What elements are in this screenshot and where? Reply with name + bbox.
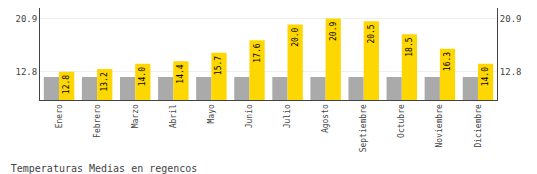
- svg-text:12.8: 12.8: [16, 67, 38, 77]
- svg-text:12.8: 12.8: [62, 75, 71, 94]
- svg-text:Marzo: Marzo: [131, 104, 140, 128]
- svg-text:14.0: 14.0: [138, 67, 147, 86]
- svg-text:Diciembre: Diciembre: [474, 104, 483, 148]
- svg-text:Agosto: Agosto: [321, 104, 330, 133]
- svg-text:Temperaturas Medias en regenco: Temperaturas Medias en regencos: [11, 163, 198, 174]
- svg-text:20.9: 20.9: [500, 14, 522, 24]
- svg-text:15.7: 15.7: [214, 56, 223, 75]
- svg-text:20.9: 20.9: [329, 22, 338, 41]
- svg-text:12.8: 12.8: [500, 67, 522, 77]
- svg-text:Mayo: Mayo: [207, 104, 216, 123]
- svg-text:Febrero: Febrero: [93, 104, 102, 138]
- svg-text:Noviembre: Noviembre: [435, 104, 444, 148]
- svg-text:Junio: Junio: [245, 104, 254, 128]
- svg-text:14.4: 14.4: [176, 64, 185, 83]
- svg-text:20.9: 20.9: [16, 14, 38, 24]
- svg-text:13.2: 13.2: [100, 72, 109, 91]
- svg-text:Abril: Abril: [169, 104, 178, 128]
- svg-text:18.5: 18.5: [405, 37, 414, 56]
- svg-text:Enero: Enero: [55, 104, 64, 128]
- svg-text:16.3: 16.3: [443, 52, 452, 71]
- svg-text:17.6: 17.6: [253, 43, 262, 62]
- svg-text:20.0: 20.0: [291, 27, 300, 46]
- svg-text:14.0: 14.0: [481, 67, 490, 86]
- svg-text:20.5: 20.5: [367, 24, 376, 43]
- svg-text:Octubre: Octubre: [397, 104, 406, 138]
- svg-text:Julio: Julio: [283, 104, 292, 128]
- svg-text:Septiembre: Septiembre: [359, 104, 368, 152]
